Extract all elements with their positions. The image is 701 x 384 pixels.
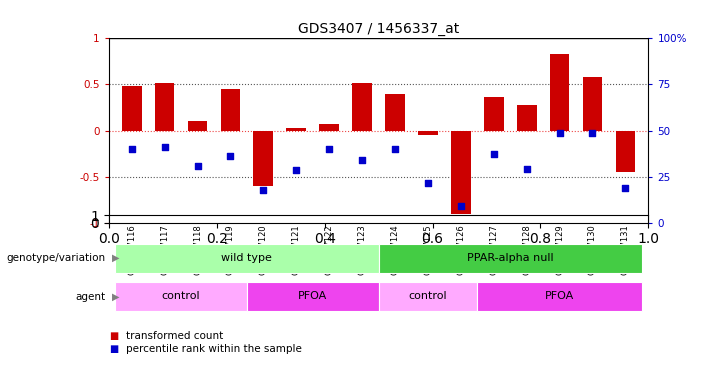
FancyBboxPatch shape — [247, 282, 379, 311]
Point — [455, 203, 466, 209]
FancyBboxPatch shape — [115, 282, 247, 311]
Point — [225, 153, 236, 159]
Point — [159, 144, 170, 150]
FancyBboxPatch shape — [379, 282, 477, 311]
Point — [620, 185, 631, 191]
Bar — [319, 124, 339, 131]
Text: transformed count: transformed count — [126, 331, 224, 341]
Bar — [188, 121, 207, 131]
Bar — [254, 131, 273, 186]
Bar — [550, 54, 569, 131]
FancyBboxPatch shape — [115, 243, 379, 273]
Point — [422, 180, 433, 186]
Bar — [418, 131, 438, 135]
Text: genotype/variation: genotype/variation — [6, 253, 105, 263]
Text: ■: ■ — [109, 331, 118, 341]
Point — [291, 167, 302, 173]
Point — [357, 157, 368, 163]
Bar — [451, 131, 470, 214]
FancyBboxPatch shape — [379, 243, 642, 273]
Title: GDS3407 / 1456337_at: GDS3407 / 1456337_at — [298, 22, 459, 36]
Text: control: control — [162, 291, 200, 301]
Text: percentile rank within the sample: percentile rank within the sample — [126, 344, 302, 354]
Point — [389, 146, 400, 152]
Point — [192, 162, 203, 169]
Text: PFOA: PFOA — [298, 291, 327, 301]
Text: ■: ■ — [109, 344, 118, 354]
Text: agent: agent — [75, 291, 105, 302]
Bar — [385, 94, 405, 131]
Bar — [287, 128, 306, 131]
Bar — [517, 105, 536, 131]
Text: control: control — [409, 291, 447, 301]
Point — [554, 130, 565, 136]
Bar — [583, 77, 602, 131]
Point — [488, 151, 499, 157]
Point — [258, 187, 269, 194]
Bar — [352, 83, 372, 131]
Point — [324, 146, 335, 152]
Text: PFOA: PFOA — [545, 291, 574, 301]
Bar — [155, 83, 175, 131]
Point — [126, 146, 137, 152]
Text: PPAR-alpha null: PPAR-alpha null — [467, 253, 554, 263]
FancyBboxPatch shape — [477, 282, 642, 311]
Bar — [221, 89, 240, 131]
Bar — [484, 98, 503, 131]
Bar — [122, 86, 142, 131]
Point — [521, 166, 532, 172]
Text: wild type: wild type — [222, 253, 272, 263]
Point — [587, 130, 598, 136]
Bar — [615, 131, 635, 172]
Text: ▶: ▶ — [112, 291, 120, 302]
Text: ▶: ▶ — [112, 253, 120, 263]
